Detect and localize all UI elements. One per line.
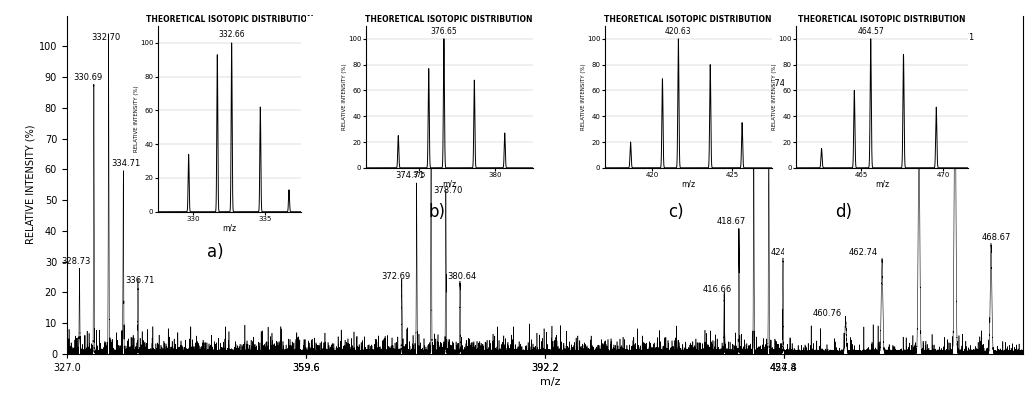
Text: c): c) [668, 203, 684, 221]
Text: 462.74: 462.74 [849, 248, 878, 257]
Text: 380.64: 380.64 [447, 272, 477, 281]
Text: 420.69: 420.69 [732, 110, 761, 119]
Text: THEORETICAL ISOTOPIC DISTRIBUTION: THEORETICAL ISOTOPIC DISTRIBUTION [146, 15, 314, 24]
Text: 418.67: 418.67 [717, 217, 746, 226]
Text: 466.71: 466.71 [946, 33, 976, 42]
Text: 336.71: 336.71 [125, 275, 155, 285]
Text: 376.70: 376.70 [410, 33, 439, 42]
Text: a): a) [207, 243, 223, 261]
Text: 416.66: 416.66 [702, 285, 732, 294]
Text: 464.75: 464.75 [886, 110, 915, 119]
Text: THEORETICAL ISOTOPIC DISTRIBUTION: THEORETICAL ISOTOPIC DISTRIBUTION [798, 15, 965, 24]
Text: 328.73: 328.73 [61, 257, 90, 266]
Y-axis label: RELATIVE INTENSITY (%): RELATIVE INTENSITY (%) [26, 125, 36, 244]
Text: 424.68: 424.68 [771, 248, 800, 257]
Text: 422.74: 422.74 [757, 79, 785, 88]
Text: m/z: m/z [540, 377, 560, 387]
Text: 378.70: 378.70 [434, 186, 463, 195]
Text: b): b) [429, 203, 446, 221]
Text: d): d) [835, 203, 852, 221]
Text: 468.67: 468.67 [982, 233, 1012, 242]
Text: 460.76: 460.76 [812, 309, 842, 318]
Text: 330.69: 330.69 [73, 73, 103, 82]
Text: 334.71: 334.71 [111, 159, 140, 168]
Text: THEORETICAL ISOTOPIC DISTRIBUTION: THEORETICAL ISOTOPIC DISTRIBUTION [366, 15, 533, 24]
Text: 372.69: 372.69 [381, 272, 410, 281]
Text: 332.70: 332.70 [91, 33, 120, 42]
Text: THEORETICAL ISOTOPIC DISTRIBUTION: THEORETICAL ISOTOPIC DISTRIBUTION [604, 15, 772, 24]
Text: 374.71: 374.71 [396, 171, 425, 180]
